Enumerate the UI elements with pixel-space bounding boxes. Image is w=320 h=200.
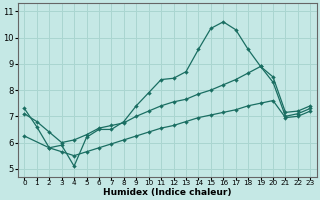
X-axis label: Humidex (Indice chaleur): Humidex (Indice chaleur) [103,188,232,197]
